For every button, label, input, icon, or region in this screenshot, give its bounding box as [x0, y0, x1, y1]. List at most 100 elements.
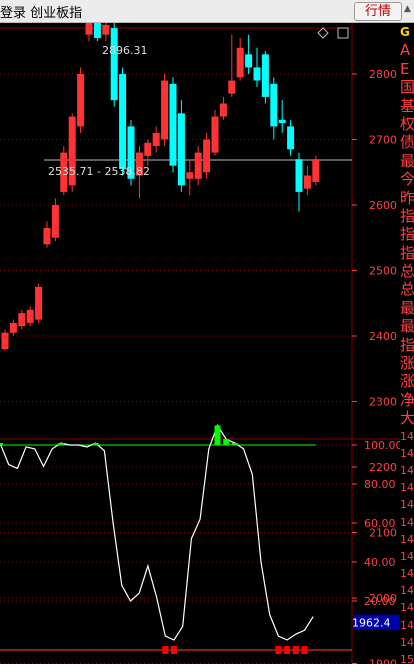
side-panel-label: 总 — [400, 262, 414, 281]
candle-down — [119, 74, 127, 169]
candle-up — [9, 322, 17, 333]
indicator-tick-label: 80.00 — [364, 478, 396, 491]
signal-bar-high — [214, 425, 221, 445]
candle-up — [135, 152, 143, 176]
price-tick-label: 2000 — [369, 592, 397, 605]
side-panel-label: 指 — [400, 243, 414, 262]
side-panel-number: 14 — [400, 429, 414, 443]
candle-down — [270, 83, 278, 127]
side-panel-label: 最 — [400, 151, 414, 170]
indicator-grid: 100.00 80.00 60.00 40.00 20.00 — [0, 439, 400, 651]
candle-down — [295, 159, 303, 192]
high-annotation: 2896.31 — [102, 44, 148, 57]
indicator-tick-label: 100.00 — [364, 439, 400, 452]
candle-down — [287, 126, 295, 150]
candle-up — [303, 175, 311, 189]
side-panel-label: 权 — [400, 114, 414, 133]
side-panel-label: 涨 — [400, 354, 414, 373]
candle-down — [253, 67, 261, 81]
side-panel-label: 指 — [400, 335, 414, 354]
candle-up — [26, 309, 34, 323]
indicator-tick-label: 20.00 — [364, 595, 396, 608]
side-panel-label: 昨 — [400, 188, 414, 207]
indicator-tick-label: 60.00 — [364, 517, 396, 530]
candle-down — [261, 54, 269, 97]
side-panel-label: E — [400, 59, 410, 78]
window-box-icon — [337, 27, 349, 39]
candle-down — [110, 28, 118, 101]
signal-bar-low — [275, 646, 282, 654]
price-tick-label: 2600 — [369, 199, 397, 212]
side-panel-number: 14 — [400, 532, 414, 546]
signal-bar-high — [223, 439, 230, 445]
side-panel-label: 基 — [400, 96, 414, 115]
candle-up — [219, 103, 227, 117]
candle-up — [18, 313, 26, 327]
candle-up — [144, 142, 152, 156]
price-tick-label: 2500 — [369, 265, 397, 278]
side-panel-label: 净 — [400, 390, 414, 409]
signal-bar-low — [284, 646, 291, 654]
signal-bar-low — [162, 646, 169, 654]
candle-up — [43, 227, 51, 245]
side-panel-number: 14 — [400, 498, 414, 512]
candle-up — [312, 159, 320, 183]
signal-bar-low — [292, 646, 299, 654]
side-panel-label: 最 — [400, 298, 414, 317]
side-panel-label: 债 — [400, 133, 414, 152]
price-grid: 2800 2700 2600 2500 2400 2300 2200 2100 2000 1900… — [0, 23, 400, 664]
signal-bar-low — [301, 646, 308, 654]
side-panel-label: 指 — [400, 225, 414, 244]
side-panel-label: 总 — [400, 280, 414, 299]
indicator-line — [0, 424, 314, 641]
quote-button[interactable]: 行情 — [354, 2, 402, 21]
up-arrow-icon[interactable]: ▲ — [404, 4, 411, 14]
candle-up — [152, 132, 160, 147]
side-panel-label: 大 — [400, 409, 414, 428]
side-panel-number: 14 — [400, 584, 414, 598]
kline-chart: 2800 2700 2600 2500 2400 2300 2200 2100 2000 1900… — [0, 23, 400, 664]
window-title: 登录 创业板指 — [0, 6, 83, 21]
candle-down — [245, 54, 253, 68]
side-panel-number: 14 — [400, 618, 414, 632]
candle-series — [1, 23, 320, 351]
candle-up — [211, 116, 219, 153]
price-tick-label: 2700 — [369, 134, 397, 147]
price-tick-label: 1900 — [369, 658, 397, 664]
candle-up — [102, 24, 110, 35]
current-price-box — [353, 614, 400, 630]
price-tick-label: 2100 — [369, 527, 397, 540]
candle-down — [127, 126, 135, 179]
price-tick-label: 2400 — [369, 330, 397, 343]
signal-bar-low — [171, 646, 177, 654]
side-panel-label: 国 — [400, 78, 414, 97]
side-panel-letter: G — [400, 25, 410, 39]
signal-bar-high — [92, 443, 99, 445]
side-panel-number: 14 — [400, 549, 414, 563]
candle-up — [35, 286, 43, 320]
candle-up — [194, 152, 202, 179]
candle-up — [186, 172, 194, 179]
candle-up — [203, 139, 211, 173]
candle-up — [228, 80, 236, 94]
current-price-label: 1962.4 — [352, 617, 391, 630]
candle-down — [93, 23, 101, 38]
side-panel-number: 14 — [400, 601, 414, 615]
candle-up — [85, 23, 93, 35]
indicator-tick-label: 40.00 — [364, 556, 396, 569]
side-panel-number: 14 — [400, 446, 414, 460]
side-panel-number: 14 — [400, 635, 414, 649]
candle-up — [1, 332, 9, 350]
side-panel-label: 涨 — [400, 372, 414, 391]
candle-up — [51, 205, 59, 238]
price-tick-label: 2300 — [369, 396, 397, 409]
side-panel-number: 14 — [400, 463, 414, 477]
side-panel-label: 今 — [400, 170, 414, 189]
diamond-icon — [317, 27, 329, 39]
gap-annotation: 2535.71 - 2538.82 — [48, 165, 150, 178]
candle-up — [68, 116, 76, 186]
side-panel-label: 指 — [400, 206, 414, 225]
candle-down — [278, 119, 286, 124]
candle-up — [77, 74, 85, 127]
